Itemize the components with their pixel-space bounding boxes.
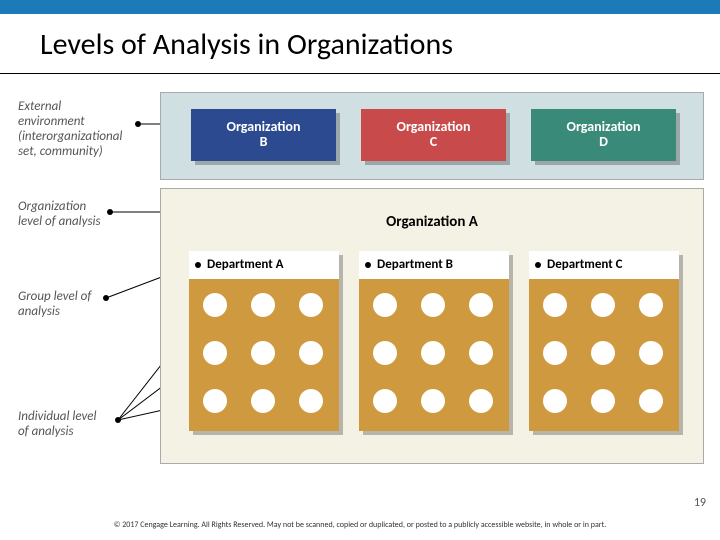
individual-dot [591,341,615,365]
individual-dot [639,341,663,365]
individual-dot [543,293,567,317]
slide-title: Levels of Analysis in Organizations [0,14,720,73]
label-individual-level: Individual levelof analysis [18,410,96,440]
individual-dot [373,389,397,413]
top-accent-bar [0,0,720,14]
individual-dot [299,293,323,317]
individual-dot [203,293,227,317]
department-b-body [359,279,509,431]
individual-dot [543,389,567,413]
individual-dot [421,293,445,317]
external-environment-band: OrganizationB OrganizationC Organization… [160,92,704,180]
individual-dot [421,389,445,413]
individual-dot [469,341,493,365]
label-group-level: Group level ofanalysis [18,290,91,320]
individual-dot [591,389,615,413]
department-b-header: Department B [359,251,509,279]
organization-b-box: OrganizationB [191,109,336,161]
individual-dot [251,389,275,413]
individual-dot [251,293,275,317]
department-b: Department B [359,251,509,431]
label-external-environment: Externalenvironment(interorganizationals… [18,100,122,160]
individual-dot [543,341,567,365]
copyright-text: © 2017 Cengage Learning. All Rights Rese… [0,520,720,530]
individual-dot [251,341,275,365]
title-underline [0,73,720,74]
department-a-body [189,279,339,431]
individual-dot [299,341,323,365]
levels-diagram: Externalenvironment(interorganizationals… [10,80,710,470]
individual-dot [421,341,445,365]
department-c-header: Department C [529,251,679,279]
organization-d-box: OrganizationD [531,109,676,161]
individual-dot [591,293,615,317]
department-a: Department A [189,251,339,431]
individual-dot [203,389,227,413]
individual-dot [639,293,663,317]
organization-c-box: OrganizationC [361,109,506,161]
individual-dot [469,389,493,413]
individual-dot [203,341,227,365]
department-c: Department C [529,251,679,431]
individual-dot [373,341,397,365]
individual-dot [299,389,323,413]
department-a-header: Department A [189,251,339,279]
individual-dot [373,293,397,317]
individual-dot [469,293,493,317]
department-c-body [529,279,679,431]
organization-a-title: Organization A [161,213,703,231]
level-labels-column: Externalenvironment(interorganizationals… [10,80,155,470]
individual-dot [639,389,663,413]
organization-a-container: Organization A Department A Department B [160,188,704,464]
page-number: 19 [694,496,706,510]
label-organization-level: Organizationlevel of analysis [18,200,101,230]
